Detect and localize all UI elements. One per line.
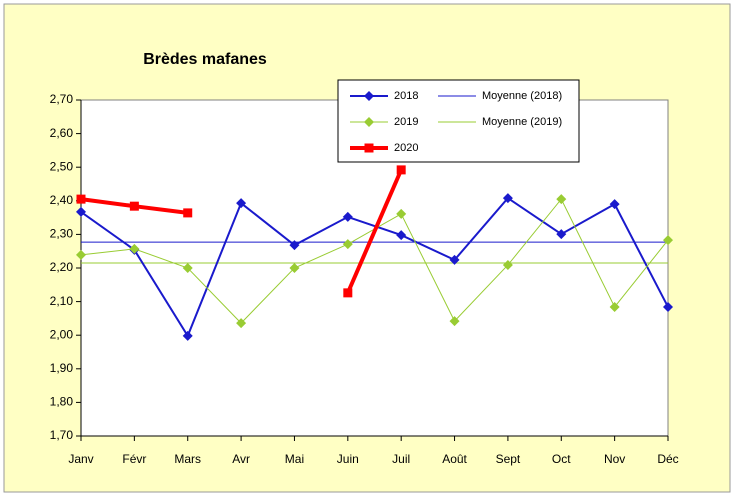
x-tick-label: Nov	[604, 452, 625, 466]
x-tick-label: Sept	[496, 452, 521, 466]
y-tick-label: 2,10	[50, 294, 74, 308]
legend-label: Moyenne (2018)	[482, 90, 562, 102]
x-tick-label: Févr	[122, 452, 146, 466]
legend-label: 2019	[394, 116, 418, 128]
x-tick-label: Oct	[552, 452, 571, 466]
marker	[556, 194, 567, 205]
x-tick-label: Août	[442, 452, 467, 466]
x-tick-label: Juin	[337, 452, 359, 466]
marker	[342, 239, 353, 250]
x-tick-label: Juil	[392, 452, 410, 466]
x-tick-label: Déc	[657, 452, 678, 466]
x-tick-label: Mai	[285, 452, 304, 466]
marker	[129, 201, 139, 211]
legend-marker	[364, 117, 374, 127]
y-tick-label: 2,50	[50, 159, 74, 173]
legend-marker	[364, 143, 374, 153]
x-tick-label: Mars	[174, 452, 201, 466]
legend-label: 2020	[394, 142, 418, 154]
y-tick-label: 1,70	[50, 428, 74, 442]
marker	[343, 288, 353, 298]
marker	[182, 263, 193, 273]
marker	[236, 198, 247, 209]
marker	[76, 249, 86, 260]
marker	[449, 316, 460, 327]
marker	[556, 229, 567, 240]
marker	[129, 243, 140, 254]
series-line	[80, 196, 669, 339]
y-tick-label: 2,00	[50, 327, 74, 341]
marker	[396, 165, 406, 175]
marker	[396, 230, 407, 241]
y-tick-label: 1,80	[50, 395, 74, 409]
marker	[396, 208, 407, 219]
marker	[502, 193, 513, 204]
legend: 2018 2019 2020 Moyenne (2018) Moyenne (2019)	[337, 79, 580, 163]
y-tick-label: 2,20	[50, 260, 74, 274]
y-tick-label: 1,90	[50, 361, 74, 375]
y-tick-label: 2,30	[50, 227, 74, 241]
y-tick-label: 2,70	[50, 92, 74, 106]
chart-title: Brèdes mafanes	[143, 51, 267, 68]
marker	[236, 318, 247, 329]
y-tick-label: 2,40	[50, 193, 74, 207]
series-line	[345, 169, 404, 294]
x-tick-label: Janv	[68, 452, 93, 466]
legend-label: Moyenne (2019)	[482, 116, 562, 128]
x-tick-label: Avr	[232, 452, 250, 466]
marker	[289, 263, 300, 273]
marker	[76, 194, 86, 204]
legend-label: 2018	[394, 90, 418, 102]
legend-marker	[364, 91, 374, 101]
marker	[182, 330, 193, 341]
marker	[449, 254, 460, 265]
marker	[289, 240, 300, 251]
marker	[502, 259, 513, 270]
marker	[663, 235, 673, 246]
marker	[342, 211, 353, 222]
marker	[183, 208, 193, 218]
marker	[663, 301, 673, 312]
marker	[609, 301, 620, 312]
marker	[76, 206, 86, 217]
y-tick-label: 2,60	[50, 126, 74, 140]
marker	[609, 199, 620, 210]
